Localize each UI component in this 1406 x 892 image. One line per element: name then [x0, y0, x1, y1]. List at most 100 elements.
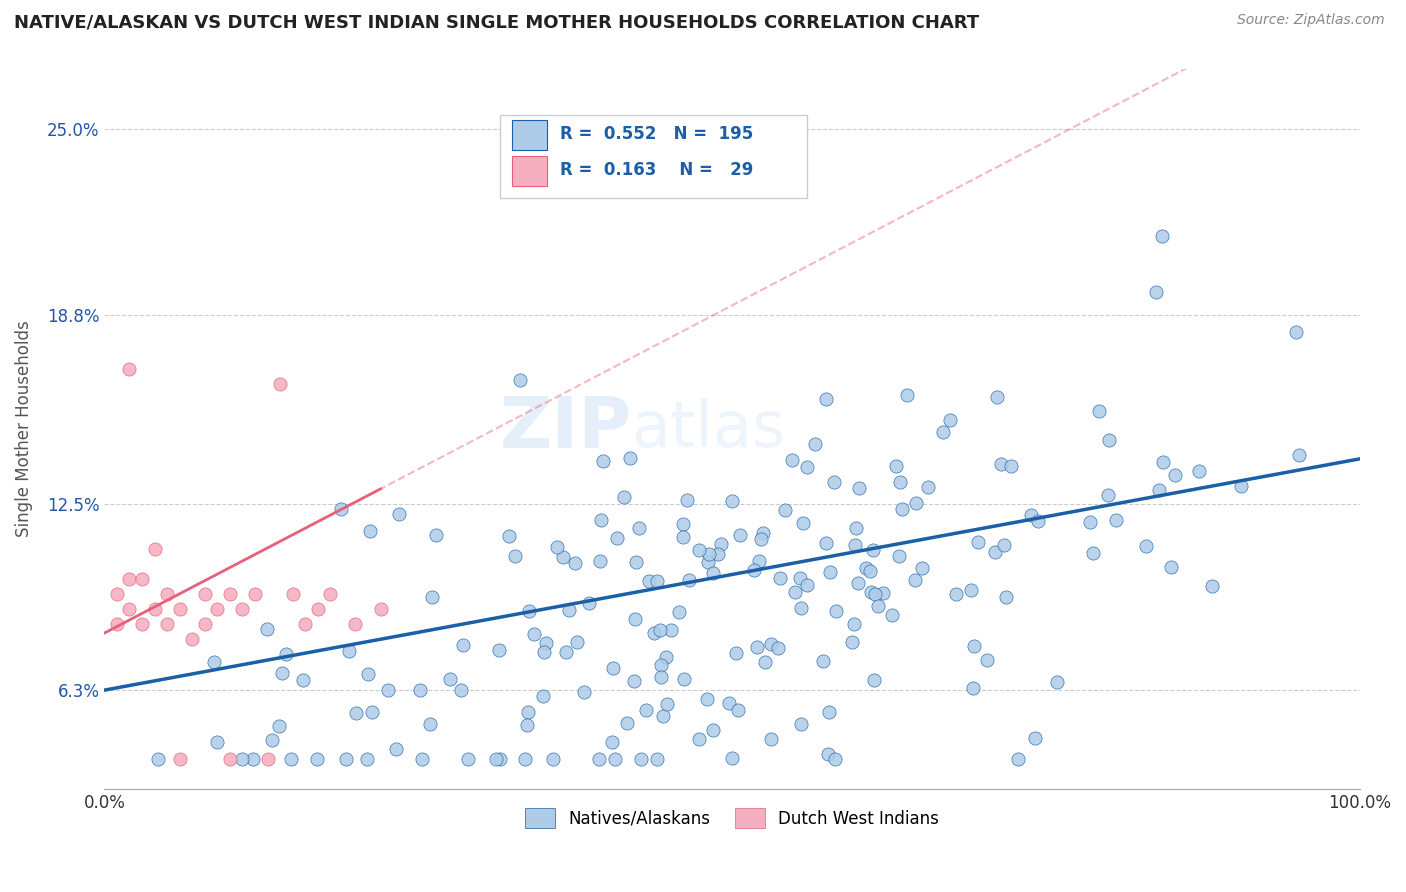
Point [727, 703, 749, 717]
Point [824, 752, 846, 766]
Point [118, 602, 141, 616]
Point [986, 390, 1008, 404]
Point [156, 587, 179, 601]
Point [439, 672, 461, 686]
Point [697, 547, 720, 561]
Point [630, 752, 652, 766]
Point [841, 634, 863, 648]
Point [678, 573, 700, 587]
Point [814, 536, 837, 550]
Point [274, 648, 297, 662]
Point [1152, 455, 1174, 469]
Point [863, 673, 886, 687]
Point [105, 617, 128, 632]
Point [962, 681, 984, 695]
Point [589, 554, 612, 568]
Point [1098, 433, 1121, 447]
Point [219, 752, 242, 766]
Point [668, 606, 690, 620]
Point [516, 718, 538, 732]
Point [270, 665, 292, 680]
Point [748, 554, 770, 568]
Point [1026, 514, 1049, 528]
Point [773, 503, 796, 517]
Point [697, 555, 720, 569]
Point [242, 752, 264, 766]
Point [515, 752, 537, 766]
Point [207, 602, 229, 616]
Point [1097, 488, 1119, 502]
Point [904, 573, 927, 587]
Point [146, 752, 169, 766]
Point [890, 502, 912, 516]
Point [939, 412, 962, 426]
Point [766, 640, 789, 655]
Point [565, 635, 588, 649]
Legend: Natives/Alaskans, Dutch West Indians: Natives/Alaskans, Dutch West Indians [517, 801, 946, 835]
FancyBboxPatch shape [499, 115, 807, 198]
Point [256, 752, 278, 766]
Point [995, 591, 1018, 605]
Point [616, 716, 638, 731]
Point [896, 388, 918, 402]
Point [281, 587, 304, 601]
Point [688, 732, 710, 747]
Point [294, 617, 316, 632]
Point [742, 563, 765, 577]
Point [619, 451, 641, 466]
Point [1144, 285, 1167, 300]
Point [564, 556, 586, 570]
Point [825, 604, 848, 618]
Point [419, 717, 441, 731]
Point [292, 673, 315, 688]
Point [645, 752, 668, 766]
Point [817, 705, 839, 719]
Point [860, 585, 883, 599]
Point [388, 507, 411, 521]
Point [917, 479, 939, 493]
Point [546, 540, 568, 554]
Point [823, 475, 845, 489]
Point [769, 571, 792, 585]
Point [1135, 539, 1157, 553]
Point [624, 556, 647, 570]
Point [1288, 448, 1310, 462]
Text: R =  0.163    N =   29: R = 0.163 N = 29 [560, 161, 754, 179]
Point [724, 646, 747, 660]
Point [1088, 404, 1111, 418]
Point [337, 643, 360, 657]
Point [1152, 229, 1174, 244]
Point [280, 752, 302, 766]
Point [409, 683, 432, 698]
Point [457, 752, 479, 766]
Point [602, 661, 624, 675]
Point [754, 655, 776, 669]
Point [688, 543, 710, 558]
Point [650, 657, 672, 672]
Point [307, 752, 329, 766]
Point [990, 457, 1012, 471]
Point [811, 654, 834, 668]
Point [796, 578, 818, 592]
Point [1007, 752, 1029, 766]
Point [814, 392, 837, 406]
Point [307, 602, 329, 616]
Point [984, 544, 1007, 558]
Point [1081, 546, 1104, 560]
Point [702, 723, 724, 737]
Point [842, 616, 865, 631]
Point [717, 696, 740, 710]
Point [231, 602, 253, 616]
Point [1147, 483, 1170, 497]
Point [523, 627, 546, 641]
Point [789, 571, 811, 585]
Point [1000, 459, 1022, 474]
Point [636, 703, 658, 717]
Point [672, 517, 695, 532]
Point [344, 617, 367, 632]
Point [659, 623, 682, 637]
Point [359, 524, 381, 538]
Point [747, 640, 769, 654]
Point [862, 542, 884, 557]
Point [485, 752, 508, 766]
